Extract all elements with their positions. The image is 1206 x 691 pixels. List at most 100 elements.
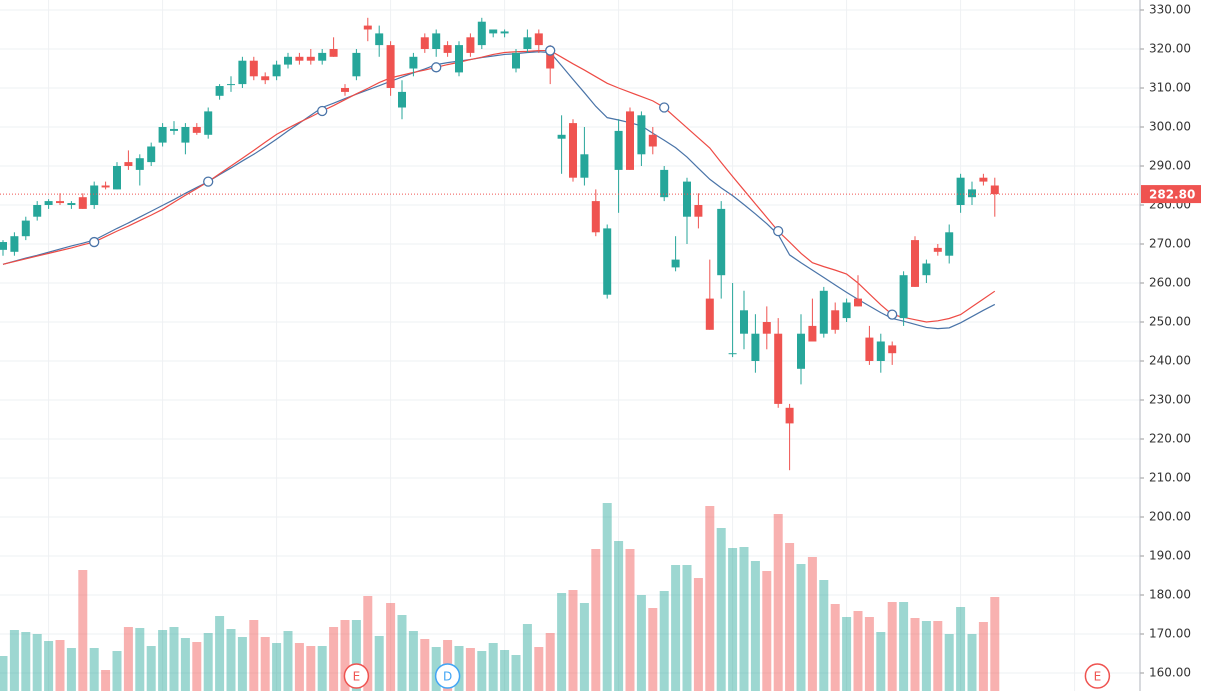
volume-bar [807, 557, 817, 691]
volume-bar [693, 578, 703, 691]
candle-body [728, 353, 737, 355]
y-tick-label: 320.00 [1149, 42, 1191, 56]
candle-body [90, 185, 99, 205]
candle-body [512, 52, 520, 69]
candle-body [455, 45, 463, 73]
candle-body [911, 240, 919, 287]
candle-body [420, 37, 429, 49]
candle-body [386, 45, 395, 88]
volume-bar [431, 647, 441, 691]
y-tick-label: 250.00 [1149, 315, 1191, 329]
candle-body [443, 45, 452, 53]
last-price-tag [1141, 185, 1201, 204]
volume-bar [887, 602, 897, 691]
volume-bar [956, 607, 966, 691]
volume-bar [21, 632, 31, 691]
candle-body [158, 127, 167, 143]
candle-body [272, 64, 281, 77]
volume-bar [602, 503, 612, 691]
event-label: E [353, 670, 361, 684]
volume-bar [842, 617, 852, 691]
event-badge [434, 663, 461, 689]
candle-body [295, 56, 304, 61]
volume-bar [329, 627, 339, 691]
candle-body [717, 208, 726, 276]
y-tick-label: 170.00 [1149, 627, 1191, 641]
volume-bar [420, 639, 430, 691]
volume-bar [55, 640, 65, 691]
candle-body [249, 60, 258, 77]
volume-bar [500, 650, 510, 691]
volume-bar [89, 648, 99, 691]
candle-body [227, 84, 235, 86]
candle-body [500, 31, 509, 34]
volume-bar [899, 602, 909, 691]
candle-body [44, 201, 53, 205]
volume-bar [408, 631, 418, 691]
candle-body [876, 341, 885, 361]
y-tick-label: 230.00 [1149, 393, 1191, 407]
candle-body [648, 134, 657, 147]
y-tick-label: 210.00 [1149, 471, 1191, 485]
volume-bar [636, 595, 646, 691]
candle-body [968, 189, 976, 198]
volume-bar [876, 632, 886, 691]
candle-body [740, 310, 748, 334]
candle-body [637, 115, 646, 155]
candle-body [603, 228, 612, 295]
candle-body [398, 91, 406, 108]
volume-bar [921, 621, 931, 691]
volume-bar [169, 627, 179, 691]
line-marker [431, 62, 442, 73]
volume-bar [9, 630, 19, 691]
candle-body [215, 86, 224, 96]
volume-bar [180, 638, 190, 691]
volume-bar [864, 617, 874, 691]
candle-body [614, 130, 623, 170]
volume-bar [112, 651, 122, 691]
candle-body [33, 205, 42, 217]
volume-bar [978, 622, 988, 691]
volume-bar [762, 571, 772, 691]
volume-bar [728, 548, 738, 691]
candle-body [557, 134, 566, 139]
y-tick-label: 300.00 [1149, 120, 1191, 134]
candle-body [819, 290, 828, 334]
volume-bar [488, 643, 498, 691]
candle-body [888, 345, 897, 354]
candle-body [318, 52, 327, 61]
line-marker [773, 225, 784, 237]
candle-body [341, 88, 349, 92]
volume-bar [739, 547, 749, 691]
line-marker [545, 45, 556, 56]
candle-body [785, 407, 794, 424]
candle-body [660, 169, 669, 198]
last-price-label: 282.80 [1149, 188, 1195, 202]
volume-bar [659, 591, 669, 691]
candle-body [626, 111, 634, 170]
volume-bar [340, 620, 350, 691]
candle-body [67, 203, 76, 205]
volume-bar [294, 643, 304, 691]
volume-bar [990, 597, 1000, 691]
y-tick-label: 240.00 [1149, 354, 1191, 368]
candle-body [546, 49, 555, 69]
volume-bar [545, 633, 555, 691]
candle-body [751, 333, 760, 361]
candle-body [933, 247, 942, 252]
volume-bar [123, 627, 133, 691]
volume-bar [44, 641, 54, 691]
volume-bar [465, 648, 475, 691]
event-badge [343, 663, 370, 689]
candle-body [306, 56, 315, 61]
volume-bar [272, 643, 282, 691]
candle-body [135, 158, 144, 170]
candle-body [56, 201, 64, 204]
candle-body [854, 298, 862, 307]
volume-bar [750, 561, 760, 691]
volume-bar [557, 593, 567, 691]
volume-bar [796, 564, 806, 691]
volume-bar [933, 621, 943, 691]
candle-body [477, 21, 486, 46]
